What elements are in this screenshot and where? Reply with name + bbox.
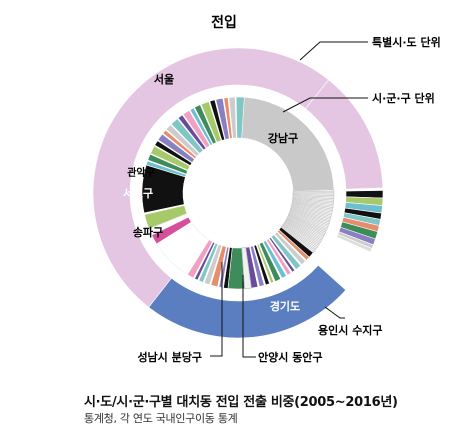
inner-slice-district bbox=[268, 236, 296, 273]
leader-line-outer bbox=[299, 41, 368, 61]
inner-slice-district bbox=[249, 245, 265, 287]
inner-ring bbox=[141, 96, 335, 290]
label-gwanak: 관악구 bbox=[127, 166, 155, 179]
inner-slice-minor bbox=[280, 226, 315, 254]
inner-slice-district bbox=[194, 241, 216, 281]
label-gangnam: 강남구 bbox=[268, 131, 298, 145]
inner-slice-district bbox=[165, 124, 200, 157]
minor-region-bands bbox=[336, 190, 384, 253]
inner-slice-district bbox=[218, 246, 230, 289]
inner-slice-district bbox=[182, 109, 211, 149]
small-district-slices bbox=[145, 96, 335, 290]
inner-slice-pink bbox=[151, 216, 192, 245]
inner-slice-district bbox=[274, 231, 306, 266]
inner-slice-district bbox=[270, 234, 302, 270]
inner-slice-district bbox=[162, 129, 197, 160]
inner-slice-district bbox=[223, 247, 233, 289]
label-seocho: 서초구 bbox=[123, 186, 153, 200]
inner-slice-district bbox=[154, 140, 193, 166]
inner-slice-district bbox=[258, 241, 282, 282]
label-songpa: 송파구 bbox=[133, 225, 163, 239]
outer-slice-gyeonggi bbox=[148, 264, 347, 339]
leader-line-dongan bbox=[242, 275, 256, 358]
inner-slice-district bbox=[200, 101, 222, 143]
label-gyeonggi: 경기도 bbox=[270, 299, 300, 313]
label-suji: 용인시 수지구 bbox=[318, 323, 383, 337]
leader-lines bbox=[210, 41, 368, 358]
label-seoul: 서울 bbox=[154, 72, 174, 86]
inner-slice-minor bbox=[241, 247, 252, 290]
legend-inner-label: 시·군·구 단위 bbox=[372, 91, 435, 105]
inner-slice-district bbox=[215, 97, 230, 140]
inner-slice-district bbox=[223, 97, 233, 139]
inner-slice-district bbox=[253, 244, 270, 286]
leader-line-bundang bbox=[210, 262, 223, 357]
inner-slice-district bbox=[276, 229, 310, 261]
inner-slice-district bbox=[157, 133, 196, 163]
legend-outer-label: 특별시·도 단위 bbox=[372, 35, 441, 49]
inner-slice-gwanak bbox=[144, 205, 188, 230]
inner-slice-district bbox=[266, 238, 292, 276]
label-bundang: 성남시 분당구 bbox=[137, 350, 202, 364]
inner-slice-district bbox=[177, 114, 207, 151]
inner-slice-district bbox=[256, 243, 275, 284]
outer-slice-region-9 bbox=[336, 233, 373, 253]
leader-line-suji bbox=[324, 306, 345, 319]
inner-slice-district bbox=[203, 244, 223, 286]
inner-slice-district bbox=[186, 239, 213, 279]
inner-slice-district bbox=[145, 160, 187, 178]
inner-slice-district bbox=[262, 240, 287, 279]
inner-slice-district bbox=[228, 96, 237, 139]
label-dongan: 안양시 동안구 bbox=[258, 350, 323, 364]
outer-ring bbox=[92, 47, 384, 339]
inner-slice-district bbox=[147, 153, 189, 175]
chart-title: 전입 bbox=[211, 14, 237, 31]
figure-source: 통계청, 각 연도 국내인구이동 통계 bbox=[84, 412, 238, 425]
inner-slice-district bbox=[189, 107, 214, 146]
inner-slice-district bbox=[170, 118, 204, 154]
inner-slice-district bbox=[150, 145, 191, 171]
leader-line-inner bbox=[282, 97, 368, 113]
inner-slice-district bbox=[194, 104, 217, 145]
outer-slice-seoul-ext bbox=[305, 79, 384, 190]
figure-caption: 시·도/시·군·구별 대치동 전입 전출 비중(2005~2016년) bbox=[84, 395, 398, 410]
inner-slice-district bbox=[209, 99, 226, 141]
inner-slice-district bbox=[210, 245, 227, 288]
inner-slice-district bbox=[235, 96, 245, 139]
outer-slice-seoul bbox=[92, 47, 330, 308]
inner-slice-district bbox=[198, 242, 219, 283]
